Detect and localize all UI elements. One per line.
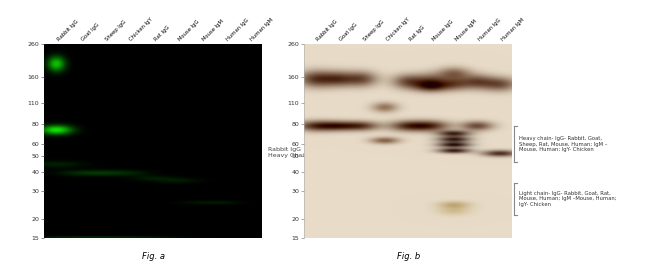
Text: Human IgG: Human IgG <box>226 18 250 42</box>
Text: Mouse IgG: Mouse IgG <box>177 19 200 42</box>
Text: Light chain- IgG- Rabbit, Goat, Rat,
Mouse, Human; IgM –Mouse, Human;
IgY- Chick: Light chain- IgG- Rabbit, Goat, Rat, Mou… <box>519 191 617 207</box>
Text: Human IgG: Human IgG <box>478 18 502 42</box>
Text: Mouse IgG: Mouse IgG <box>432 19 454 42</box>
Text: Goat IgG: Goat IgG <box>81 23 100 42</box>
Text: Fig. b: Fig. b <box>396 252 420 261</box>
Text: Heavy chain- IgG- Rabbit, Goat,
Sheep, Rat, Mouse, Human; IgM –
Mouse, Human; Ig: Heavy chain- IgG- Rabbit, Goat, Sheep, R… <box>519 136 608 152</box>
Text: Human IgM: Human IgM <box>250 17 275 42</box>
Text: Sheep IgG: Sheep IgG <box>362 20 385 42</box>
Text: Chicken IgY: Chicken IgY <box>385 17 410 42</box>
Text: Mouse IgM: Mouse IgM <box>202 19 225 42</box>
Text: Sheep IgG: Sheep IgG <box>105 20 127 42</box>
Text: Fig. a: Fig. a <box>142 252 164 261</box>
Text: Rat IgG: Rat IgG <box>408 25 426 42</box>
Text: Goat IgG: Goat IgG <box>339 23 359 42</box>
Text: Rabbit IgG: Rabbit IgG <box>57 19 79 42</box>
Text: Mouse IgM: Mouse IgM <box>454 19 478 42</box>
Text: Rat IgG: Rat IgG <box>153 25 170 42</box>
Text: Human IgM: Human IgM <box>500 17 525 42</box>
Text: Rabbit IgG: Rabbit IgG <box>316 19 339 42</box>
Text: Chicken IgY: Chicken IgY <box>129 17 154 42</box>
Text: Rabbit IgG
Heavy Chain: Rabbit IgG Heavy Chain <box>268 147 309 158</box>
